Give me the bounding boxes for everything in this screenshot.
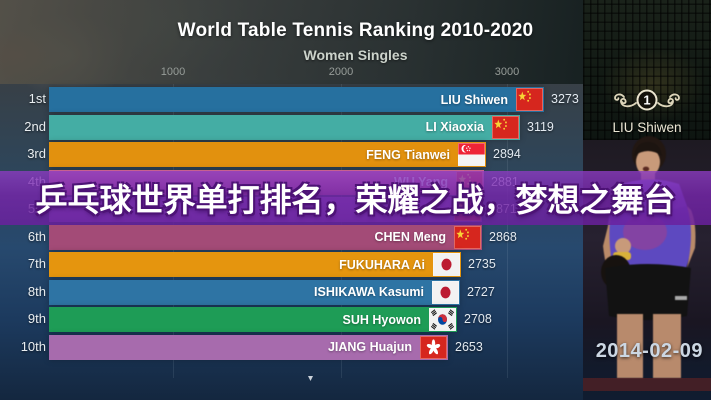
player-name-label: FUKUHARA Ai: [339, 257, 425, 272]
player-name-label: FENG Tianwei: [366, 147, 450, 162]
caption-banner: 乒乓球世界单打排名，荣耀之战，梦想之舞台: [0, 171, 711, 225]
x-axis-tick-label: 3000: [494, 66, 520, 78]
player-name-label: CHEN Meng: [374, 230, 446, 244]
ranking-bar: LI Xiaoxia: [49, 114, 520, 140]
points-value: 3119: [527, 119, 554, 134]
points-value: 2868: [489, 229, 517, 244]
ranking-row: 8th ISHIKAWA Kasumi 2727: [0, 279, 711, 305]
rank-label: 2nd: [24, 118, 46, 134]
rank-label: 7th: [27, 256, 46, 271]
ranking-row: 1st LIU Shiwen 3273: [0, 87, 711, 112]
player-name-label: JIANG Huajun: [327, 340, 412, 354]
flag-hk-icon: [420, 335, 447, 359]
leader-badge: 1 LIU Shiwen: [583, 88, 711, 135]
ranking-row: 6th CHEN Meng 2868: [0, 224, 711, 250]
ranking-row: 2nd LI Xiaoxia 3119: [0, 114, 711, 140]
ranking-row: 10th JIANG Huajun 2653: [0, 334, 711, 360]
points-value: 2708: [464, 312, 492, 326]
flag-cn-icon: [492, 115, 519, 139]
chart-subtitle: Women Singles: [303, 47, 408, 63]
player-name-label: SUH Hyowon: [342, 312, 421, 327]
rank-label: 8th: [27, 283, 46, 299]
table-tennis-net-photo: [583, 0, 711, 140]
player-name-label: LIU Shiwen: [440, 92, 508, 107]
ranking-bar: CHEN Meng: [49, 224, 482, 250]
ranking-bar: SUH Hyowon: [49, 307, 457, 332]
flag-sg-icon: [458, 143, 485, 166]
player-name-label: LI Xiaoxia: [425, 120, 484, 134]
ranking-row: 9th SUH Hyowon 2708: [0, 307, 711, 332]
rank-label: 9th: [27, 311, 46, 326]
rank-label: 6th: [27, 228, 46, 244]
flag-cn-icon: [516, 88, 543, 111]
x-axis-tick-label: 1000: [160, 66, 186, 78]
points-value: 2727: [467, 284, 495, 299]
timeline-marker-icon: [308, 376, 313, 381]
points-value: 2894: [493, 147, 521, 161]
flag-jp-icon: [433, 253, 460, 276]
first-place-medal-icon: 1: [614, 89, 680, 111]
ranking-bar: LIU Shiwen: [49, 87, 544, 112]
ranking-bar: FENG Tianwei: [49, 142, 486, 167]
floor-band: [583, 378, 711, 391]
chart-title: World Table Tennis Ranking 2010-2020: [177, 20, 534, 41]
caption-text: 乒乓球世界单打排名，荣耀之战，梦想之舞台: [35, 182, 676, 218]
x-axis-tick-label: 2000: [328, 66, 354, 78]
ranking-row: 3rd FENG Tianwei 2894: [0, 142, 711, 167]
gridline: [507, 84, 508, 378]
flag-cn-icon: [454, 225, 481, 249]
leader-name: LIU Shiwen: [612, 120, 682, 135]
ranking-bar: JIANG Huajun: [49, 334, 448, 360]
medal-number: 1: [643, 93, 650, 108]
ranking-bar: ISHIKAWA Kasumi: [49, 279, 460, 305]
current-date-label: 2014-02-09: [595, 340, 703, 362]
flag-jp-icon: [432, 280, 459, 304]
flag-kr-icon: [429, 308, 456, 331]
ranking-row: 7th FUKUHARA Ai 2735: [0, 252, 711, 277]
player-name-label: ISHIKAWA Kasumi: [314, 285, 424, 299]
header-background: [0, 0, 583, 84]
points-value: 3273: [551, 92, 579, 106]
points-value: 2735: [468, 257, 496, 271]
points-value: 2653: [455, 339, 483, 354]
ranking-bar: FUKUHARA Ai: [49, 252, 461, 277]
rank-label: 1st: [28, 91, 46, 106]
rank-label: 3rd: [27, 146, 46, 161]
rank-label: 10th: [20, 338, 46, 354]
